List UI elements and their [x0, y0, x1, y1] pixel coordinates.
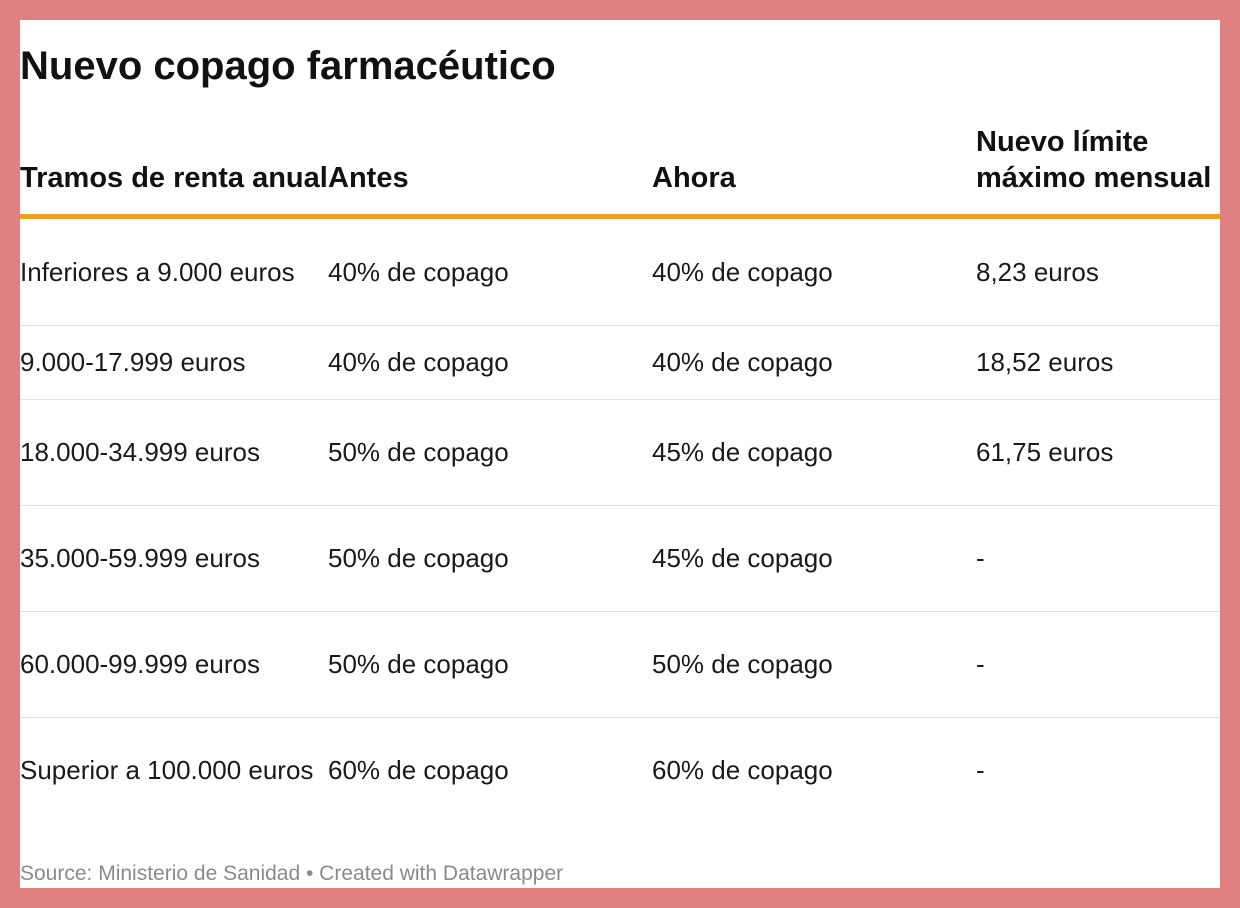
table-cell-limite: 18,52 euros: [976, 325, 1220, 400]
source-note: Source: Ministerio de Sanidad • Created …: [20, 862, 564, 885]
table-cell-antes: 50% de copago: [328, 399, 652, 506]
table-cell-ahora: 60% de copago: [652, 755, 833, 786]
table-cell-antes: 50% de copago: [328, 505, 652, 612]
table-cell-limite: 8,23 euros: [976, 216, 1220, 326]
table-cell-antes: 40% de copago: [328, 325, 652, 400]
table-header-row: Tramos de renta anual Antes Ahora Nuevo …: [20, 124, 1220, 219]
table-cell-tramo: Inferiores a 9.000 euros: [20, 216, 328, 326]
table-cell-limite: -: [976, 505, 1220, 612]
table-cell-antes: 50% de copago: [328, 611, 652, 718]
table-cell-limite: 61,75 euros: [976, 399, 1220, 506]
table-row: 60.000-99.999 euros 50% de copago 50% de…: [20, 611, 1220, 718]
column-header-limite: Nuevo límite máximo mensual: [976, 124, 1220, 219]
column-header-antes: Antes: [328, 124, 652, 219]
table-cell-ahora: 45% de copago: [652, 505, 976, 612]
table-cell-tramo: Superior a 100.000 euros: [20, 755, 314, 786]
column-header-tramos: Tramos de renta anual: [20, 124, 328, 219]
table-row: 9.000-17.999 euros 40% de copago 40% de …: [20, 325, 1220, 400]
column-header-ahora: Ahora: [652, 124, 976, 219]
table-row: Inferiores a 9.000 euros 40% de copago 4…: [20, 216, 1220, 326]
table-cell-antes: 60% de copago: [328, 755, 509, 786]
table-cell-tramo: 35.000-59.999 euros: [20, 505, 328, 612]
table-cell-ahora: 50% de copago: [652, 611, 976, 718]
table-row: 35.000-59.999 euros 50% de copago 45% de…: [20, 505, 1220, 612]
table-row: Superior a 100.000 euros 60% de copago 6…: [20, 718, 1220, 824]
table-cell-tramo: 60.000-99.999 euros: [20, 611, 328, 718]
table-row: 18.000-34.999 euros 50% de copago 45% de…: [20, 399, 1220, 506]
chart-title: Nuevo copago farmacéutico: [20, 44, 556, 88]
table-cell-ahora: 40% de copago: [652, 216, 976, 326]
table-cell-ahora: 40% de copago: [652, 325, 976, 400]
table-cell-antes: 40% de copago: [328, 216, 652, 326]
copago-table: Tramos de renta anual Antes Ahora Nuevo …: [20, 124, 1220, 824]
table-cell-ahora: 45% de copago: [652, 399, 976, 506]
table-cell-tramo: 18.000-34.999 euros: [20, 399, 328, 506]
table-cell-tramo: 9.000-17.999 euros: [20, 325, 328, 400]
table-cell-limite: -: [976, 755, 985, 786]
chart-card: Nuevo copago farmacéutico Tramos de rent…: [20, 20, 1220, 888]
table-cell-limite: -: [976, 611, 1220, 718]
